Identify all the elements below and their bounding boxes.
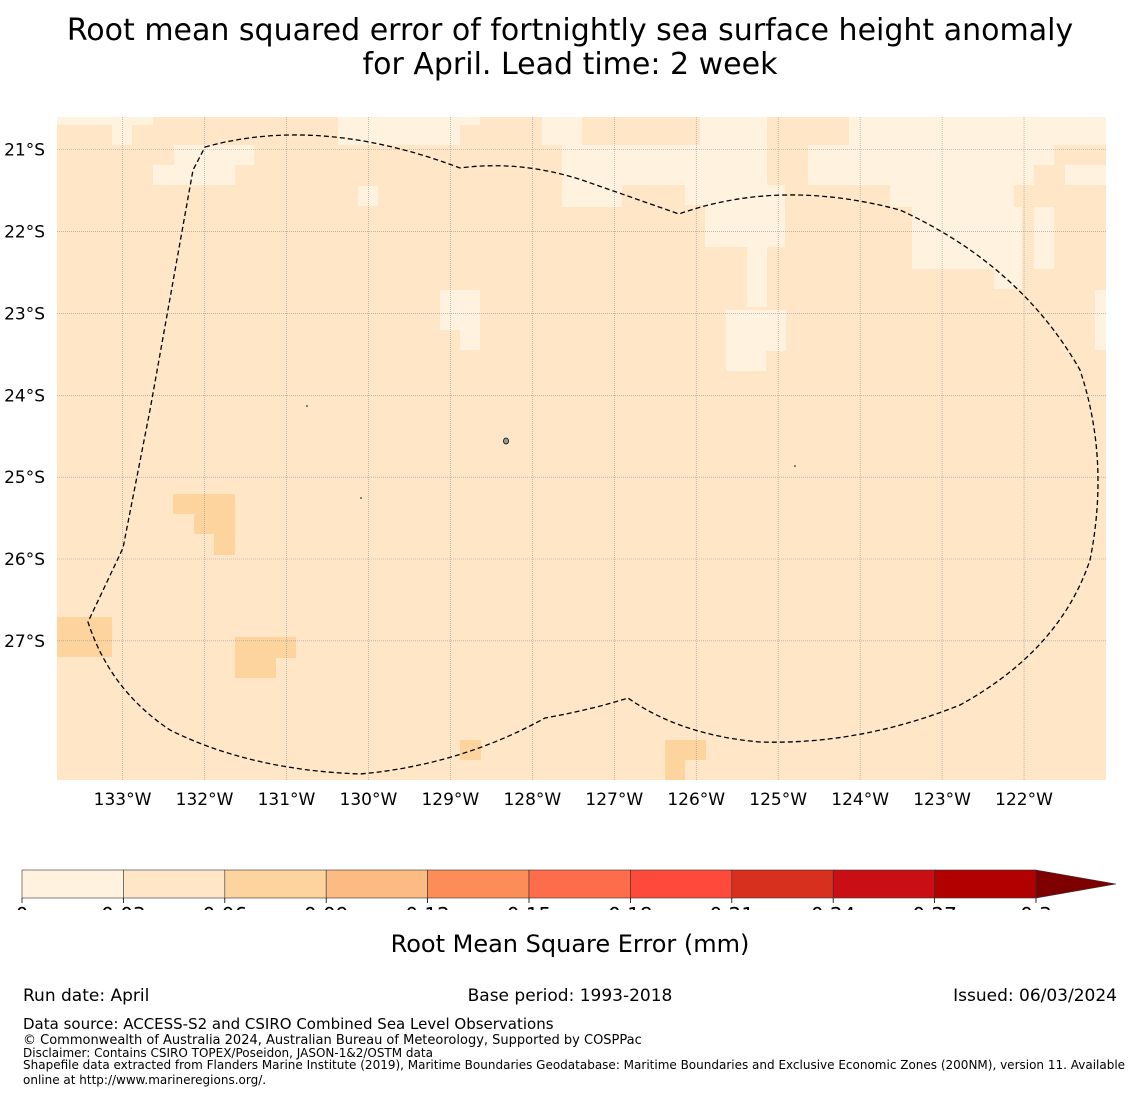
island-marker [794, 465, 796, 467]
rmse-cell [338, 117, 460, 145]
colorbar-extend-arrow [1035, 869, 1117, 899]
rmse-cell [57, 617, 112, 657]
title-line-2: for April. Lead time: 2 week [362, 47, 778, 82]
data-source: Data source: ACCESS-S2 and CSIRO Combine… [23, 1015, 554, 1033]
colorbar-segment [123, 869, 226, 899]
title-line-1: Root mean squared error of fortnightly s… [66, 13, 1074, 48]
island-marker [306, 405, 308, 407]
rmse-cell [808, 145, 1034, 185]
rmse-cell [685, 185, 785, 205]
rmse-cell [235, 658, 276, 678]
lon-tick-label: 123°W [913, 790, 971, 810]
colorbar-tick-label: 0.03 [101, 903, 146, 910]
rmse-cell [890, 185, 1014, 207]
shapefile-url: online at http://www.marineregions.org/. [23, 1073, 267, 1087]
rmse-cell [705, 205, 785, 247]
rmse-cell [358, 186, 378, 206]
lat-tick-label: 24°S [4, 386, 45, 406]
rmse-cell [440, 290, 480, 330]
rmse-cell [726, 351, 766, 371]
colorbar-tick-label: 0.3 [1020, 903, 1052, 910]
colorbar-tick-label: 0.15 [507, 903, 552, 910]
lat-tick-label: 26°S [4, 550, 45, 570]
run-date: Run date: April [23, 986, 150, 1006]
rmse-cell [562, 185, 622, 207]
lat-tick-label: 27°S [4, 632, 45, 652]
rmse-cell [235, 637, 296, 658]
colorbar: 0 0.03 0.06 0.09 0.12 0.15 0.18 0.21 0.24 0.27 0.3 [16, 869, 1117, 910]
rmse-cell [1034, 207, 1054, 269]
rmse-cell [460, 740, 481, 760]
rmse-cell [912, 207, 1022, 269]
colorbar-segment [224, 869, 327, 899]
eez-boundary [87, 134, 1099, 775]
colorbar-tick-label: 0.27 [912, 903, 957, 910]
latitude-labels: 21°S 22°S 23°S 24°S 25°S 26°S 27°S [4, 141, 45, 652]
lat-tick-label: 23°S [4, 304, 45, 324]
rmse-cell [747, 247, 767, 307]
colorbar-tick-label: 0.21 [710, 903, 755, 910]
lat-tick-label: 25°S [4, 468, 45, 488]
rmse-cell [460, 330, 480, 350]
colorbar-segment [427, 869, 530, 899]
rmse-cell [542, 117, 582, 145]
chart-title: Root mean squared error of fortnightly s… [0, 14, 1140, 82]
colorbar-segment [731, 869, 834, 899]
colorbar-tick-label: 0.12 [405, 903, 450, 910]
rmse-cell [1034, 145, 1054, 165]
rmse-cell [849, 117, 1106, 145]
lat-tick-label: 21°S [4, 141, 45, 161]
rmse-cell [665, 740, 706, 760]
rmse-cell [57, 117, 153, 125]
longitude-labels: 133°W 132°W 131°W 130°W 129°W 128°W 127°W 126°W… [94, 790, 1053, 810]
lon-tick-label: 127°W [585, 790, 643, 810]
rmse-cell [726, 310, 786, 351]
rmse-cell [214, 534, 235, 555]
rmse-cell [1065, 165, 1106, 185]
lon-tick-label: 126°W [667, 790, 725, 810]
rmse-cell [994, 269, 1022, 289]
colorbar-tick-label: 0 [16, 903, 29, 910]
lon-tick-label: 133°W [94, 790, 152, 810]
colorbar-tick-label: 0.06 [203, 903, 248, 910]
rmse-cell [112, 117, 132, 145]
base-period: Base period: 1993-2018 [467, 986, 673, 1006]
issued-date: Issued: 06/03/2024 [953, 986, 1117, 1006]
rmse-cell [174, 145, 254, 165]
rmse-cell [194, 514, 235, 534]
colorbar-segment [832, 869, 935, 899]
rmse-cell [460, 117, 480, 125]
rmse-cell [153, 165, 235, 185]
lon-tick-label: 122°W [995, 790, 1053, 810]
disclaimer: Disclaimer: Contains CSIRO TOPEX/Poseido… [23, 1046, 433, 1060]
graticule [57, 117, 1106, 780]
colorbar-segment [528, 869, 631, 899]
lon-tick-label: 125°W [749, 790, 807, 810]
island-marker [360, 497, 362, 499]
colorbar-tick-label: 0.18 [608, 903, 653, 910]
lon-tick-label: 132°W [176, 790, 234, 810]
copyright: © Commonwealth of Australia 2024, Austra… [23, 1033, 642, 1048]
colorbar-label: Root Mean Square Error (mm) [390, 930, 750, 958]
island-marker [503, 437, 509, 445]
lon-tick-label: 124°W [831, 790, 889, 810]
rmse-cell [700, 117, 767, 157]
colorbar-tick-label: 0.09 [304, 903, 349, 910]
rmse-cell [173, 494, 235, 514]
colorbar-tick-label: 0.24 [811, 903, 856, 910]
colorbar-segment [934, 869, 1037, 899]
map-plot: 21°S22°S23°S24°S25°S26°S27°S 133°W 132°W 1… [4, 117, 1117, 910]
colorbar-segment [630, 869, 733, 899]
lon-tick-label: 130°W [340, 790, 398, 810]
rmse-cell [1095, 290, 1106, 350]
rmse-cell [665, 760, 685, 780]
lon-tick-label: 128°W [503, 790, 561, 810]
colorbar-segment [325, 869, 428, 899]
lon-tick-label: 129°W [421, 790, 479, 810]
shapefile-credit: Shapefile data extracted from Flanders M… [23, 1058, 1126, 1072]
rmse-cells [57, 117, 1106, 780]
lon-tick-label: 131°W [258, 790, 316, 810]
lat-tick-label: 22°S [4, 223, 45, 243]
colorbar-segment [21, 869, 124, 899]
